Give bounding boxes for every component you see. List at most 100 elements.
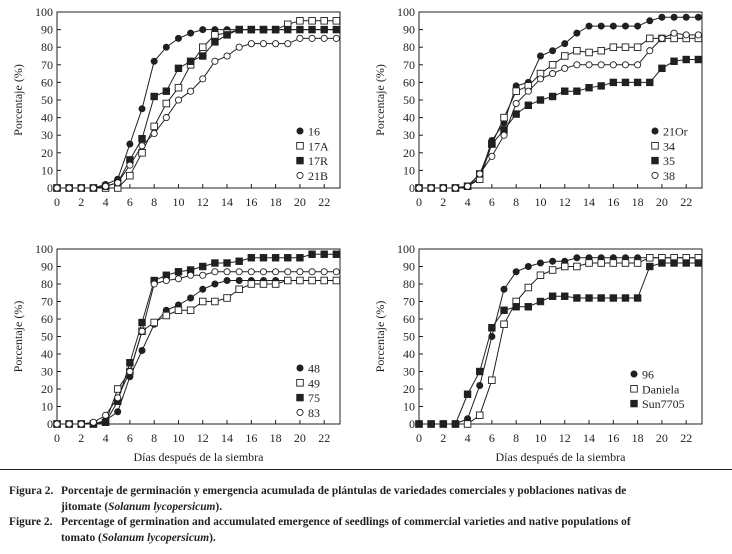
data-point (150, 318, 158, 327)
data-point (150, 122, 158, 131)
data-point (174, 34, 182, 42)
x-tick-label: 0 (54, 431, 60, 445)
data-point (548, 92, 557, 101)
data-point (223, 294, 231, 302)
data-point (670, 13, 678, 21)
data-point (174, 64, 183, 73)
series-49 (53, 276, 341, 428)
y-tick-label: 100 (35, 5, 53, 19)
data-point (284, 254, 292, 262)
y-tick-label: 80 (41, 277, 53, 291)
y-tick-label: 60 (403, 312, 415, 326)
data-point (573, 87, 581, 95)
y-tick-label: 90 (403, 260, 415, 274)
data-point (320, 25, 328, 34)
legend-marker-96 (630, 370, 638, 378)
data-point (247, 25, 256, 34)
data-point (524, 283, 533, 292)
x-tick-label: 6 (489, 195, 495, 209)
series-83 (53, 268, 340, 428)
data-point (138, 346, 146, 354)
data-point (199, 26, 207, 34)
x-tick-label: 6 (127, 195, 133, 209)
data-point (162, 87, 171, 95)
data-point (633, 259, 642, 267)
data-point (259, 268, 268, 276)
x-tick-label: 12 (559, 431, 571, 445)
data-point (65, 420, 73, 428)
data-point (113, 385, 122, 393)
data-point (174, 96, 183, 104)
data-point (658, 259, 666, 267)
data-point (53, 420, 61, 428)
caption-spanish-label: Figura 2. (9, 485, 54, 497)
data-point (259, 40, 268, 48)
data-point (332, 17, 341, 25)
data-point (271, 254, 280, 262)
x-tick-label: 8 (513, 431, 519, 445)
data-point (512, 303, 520, 311)
y-tick-label: 70 (41, 295, 53, 309)
series-line (57, 20, 337, 189)
x-axis-label: Días después de la siembra (496, 450, 627, 464)
caption-english-line2-pre: tomato ( (61, 531, 102, 544)
y-tick-label: 100 (397, 242, 415, 256)
data-point (476, 170, 484, 178)
data-point (162, 311, 171, 320)
data-point (536, 52, 544, 60)
caption-spanish-line2-post: ). (215, 500, 223, 513)
data-point (320, 250, 328, 258)
legend-marker-75 (296, 393, 304, 402)
series-line (57, 280, 337, 425)
data-point (235, 25, 243, 34)
x-tick-label: 14 (583, 431, 595, 445)
data-point (138, 318, 146, 327)
data-point (308, 34, 316, 42)
x-tick-label: 10 (172, 195, 184, 209)
data-point (609, 78, 618, 87)
legend-label-17a: 17A (308, 139, 329, 153)
data-point (476, 367, 484, 376)
data-point (332, 25, 341, 34)
data-point (548, 292, 557, 300)
y-tick-label: 80 (41, 40, 53, 54)
legend-label-96: 96 (642, 368, 654, 382)
y-tick-label: 80 (403, 40, 415, 54)
data-point (138, 135, 146, 143)
data-point (427, 420, 435, 428)
x-tick-label: 18 (632, 431, 644, 445)
data-point (187, 294, 195, 302)
data-point (573, 61, 581, 69)
data-point (621, 22, 629, 30)
data-point (114, 394, 122, 402)
data-point (512, 87, 520, 95)
data-point (621, 78, 630, 87)
y-axis-label: Porcentaje (%) (11, 301, 25, 373)
data-point (223, 276, 231, 284)
data-point (658, 34, 666, 42)
data-point (585, 83, 593, 92)
x-tick-label: 18 (632, 195, 644, 209)
y-tick-label: 30 (403, 365, 415, 379)
data-point (101, 418, 110, 426)
data-point (150, 57, 158, 65)
series-line (57, 280, 337, 425)
data-point (609, 259, 618, 267)
series-line (419, 59, 699, 189)
data-point (694, 55, 703, 64)
data-point (670, 259, 678, 267)
data-point (126, 171, 134, 180)
caption-english-label: Figure 2. (9, 516, 53, 528)
caption-divider (0, 469, 732, 470)
y-tick-label: 20 (403, 146, 415, 160)
y-tick-label: 40 (403, 347, 415, 361)
data-point (296, 268, 304, 276)
data-point (138, 142, 146, 150)
data-point (271, 280, 280, 288)
data-point (320, 276, 328, 285)
series-sun7705 (415, 259, 703, 428)
series-line (419, 37, 699, 189)
x-tick-label: 6 (489, 431, 495, 445)
y-tick-label: 100 (35, 242, 53, 256)
